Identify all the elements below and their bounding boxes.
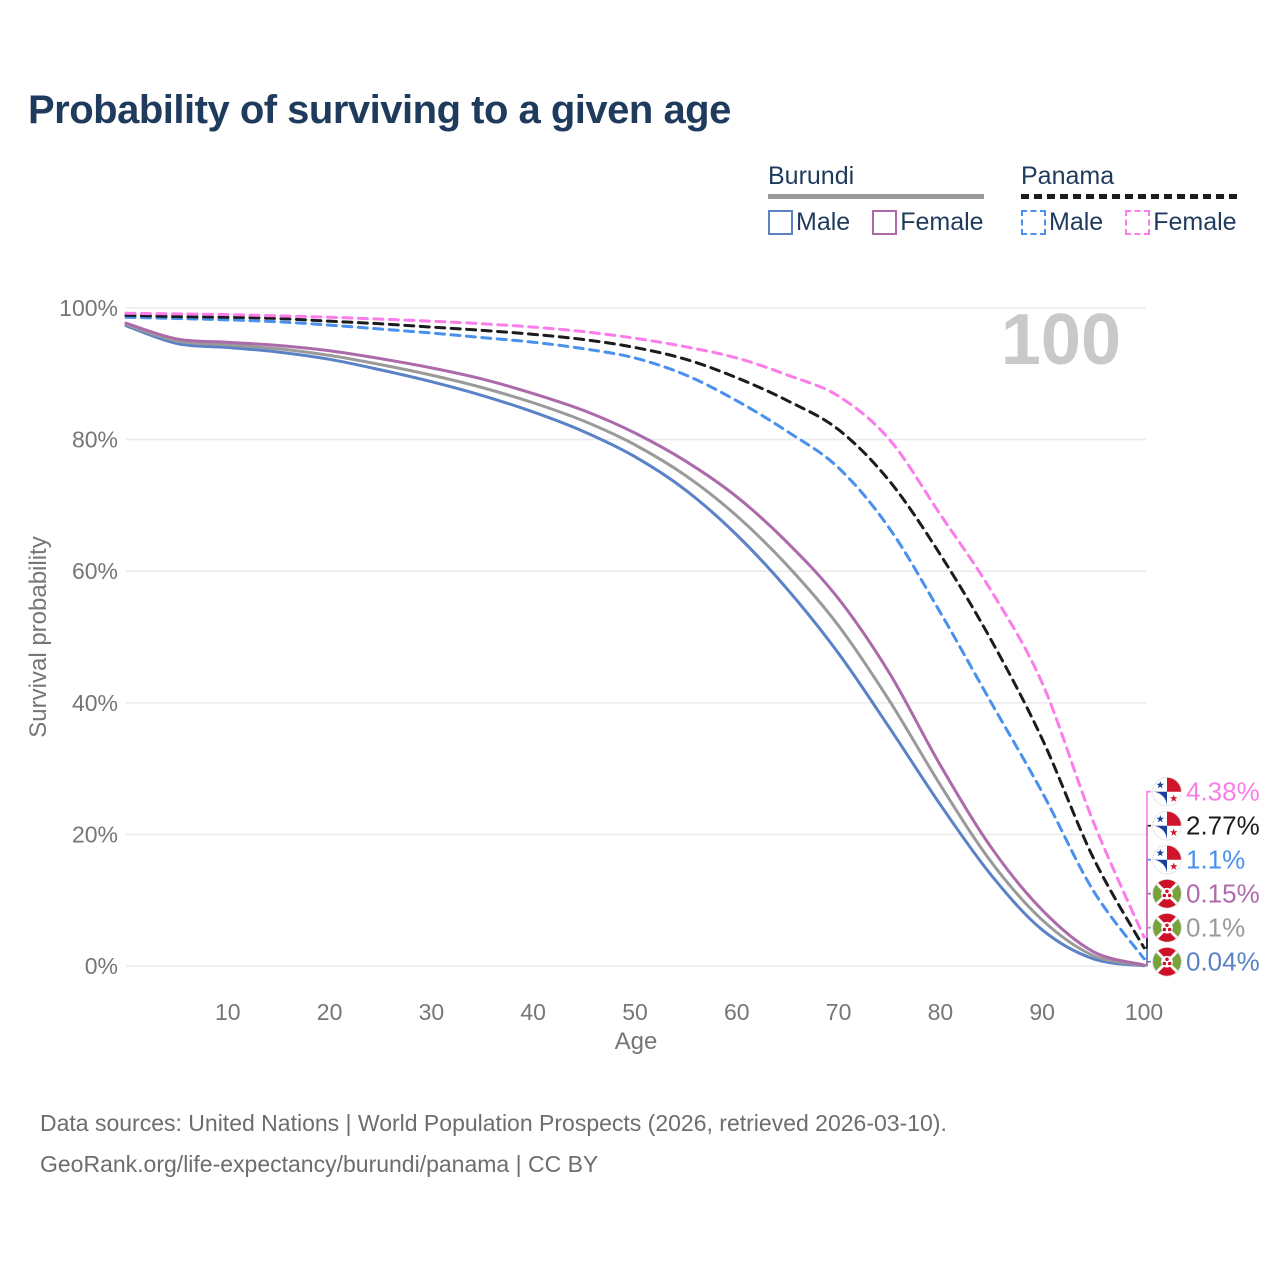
series-line-burundi-female[interactable] bbox=[124, 321, 1146, 967]
burundi-flag-icon bbox=[1152, 946, 1182, 977]
end-label-burundi-female: 0.15% bbox=[1152, 878, 1260, 909]
end-label-value: 0.15% bbox=[1186, 879, 1260, 909]
end-label-value: 2.77% bbox=[1186, 811, 1260, 841]
series-line-panama-female[interactable] bbox=[124, 311, 1146, 939]
watermark-age-value: 100 bbox=[1001, 300, 1121, 380]
footer: Data sources: United Nations | World Pop… bbox=[40, 1103, 947, 1185]
end-label-value: 4.38% bbox=[1186, 777, 1260, 807]
end-label-panama-both: 2.77% bbox=[1152, 810, 1260, 841]
y-tick-label: 60% bbox=[72, 558, 118, 584]
y-tick-label: 40% bbox=[72, 690, 118, 716]
legend-item-label: Female bbox=[900, 207, 984, 236]
panama-flag-icon bbox=[1152, 776, 1182, 807]
x-tick-label: 20 bbox=[317, 999, 343, 1025]
end-label-value: 0.1% bbox=[1186, 913, 1245, 943]
y-axis-title: Survival probability bbox=[25, 536, 52, 737]
legend-group-panama-label[interactable]: Panama bbox=[1021, 162, 1115, 190]
legend-item-burundi-female[interactable]: Female bbox=[872, 207, 984, 237]
x-tick-label: 100 bbox=[1125, 999, 1163, 1025]
x-tick-label: 10 bbox=[215, 999, 241, 1025]
axis-labels: 0% 20% 40% 60% 80% 100% 10 20 30 40 50 60 70 80 90 100 A… bbox=[25, 295, 1163, 1055]
attribution-line: GeoRank.org/life-expectancy/burundi/pana… bbox=[40, 1151, 599, 1177]
series-line-burundi-male[interactable] bbox=[124, 324, 1146, 968]
series-line-panama-both[interactable] bbox=[124, 313, 1146, 950]
legend-group-burundi: Burundi Male Female bbox=[768, 162, 984, 237]
series-line-panama-male[interactable] bbox=[124, 315, 1146, 961]
hovered-age-watermark: 100 bbox=[1001, 300, 1121, 380]
legend-item-panama-female[interactable]: Female bbox=[1125, 207, 1237, 237]
x-tick-label: 50 bbox=[622, 999, 648, 1025]
legend-item-label: Female bbox=[1153, 207, 1237, 236]
panama-female-swatch-icon bbox=[1125, 209, 1151, 235]
panama-flag-icon bbox=[1152, 810, 1182, 841]
data-sources-line: Data sources: United Nations | World Pop… bbox=[40, 1110, 947, 1136]
legend-group-panama: Panama Male Female bbox=[1021, 162, 1237, 237]
y-tick-label: 20% bbox=[72, 821, 118, 847]
x-axis-title: Age bbox=[615, 1028, 658, 1055]
x-tick-label: 40 bbox=[520, 999, 546, 1025]
y-tick-label: 100% bbox=[59, 295, 118, 321]
end-label-panama-female: 4.38% bbox=[1152, 776, 1260, 807]
burundi-flag-icon bbox=[1152, 912, 1182, 943]
legend-item-label: Male bbox=[796, 207, 851, 236]
burundi-female-swatch-icon bbox=[872, 209, 898, 235]
x-tick-label: 90 bbox=[1029, 999, 1055, 1025]
end-label-panama-male: 1.1% bbox=[1152, 845, 1245, 875]
legend-group-burundi-label[interactable]: Burundi bbox=[768, 162, 855, 190]
x-tick-label: 80 bbox=[928, 999, 954, 1025]
end-label-connector bbox=[1144, 790, 1151, 938]
x-tick-label: 60 bbox=[724, 999, 750, 1025]
legend-item-panama-male[interactable]: Male bbox=[1021, 208, 1103, 237]
end-label-burundi-both: 0.1% bbox=[1152, 913, 1245, 943]
y-tick-label: 80% bbox=[72, 427, 118, 453]
end-label-burundi-male: 0.04% bbox=[1152, 946, 1260, 977]
legend-item-burundi-male[interactable]: Male bbox=[768, 208, 850, 237]
y-tick-label: 0% bbox=[85, 953, 118, 979]
legend-burundi-line-swatch bbox=[768, 194, 984, 199]
panama-flag-icon bbox=[1152, 844, 1182, 875]
end-label-value: 1.1% bbox=[1186, 845, 1245, 875]
series-end-labels: 0.04% 0.1% 0.15% 1.1% 2.77% 4.38% bbox=[1144, 777, 1260, 977]
gridlines bbox=[126, 307, 1146, 967]
series-line-burundi-both[interactable] bbox=[124, 322, 1146, 967]
end-label-value: 0.04% bbox=[1186, 947, 1260, 977]
x-tick-label: 30 bbox=[419, 999, 445, 1025]
panama-male-swatch-icon bbox=[1021, 209, 1046, 235]
page-title: Probability of surviving to a given age bbox=[28, 88, 731, 132]
x-tick-label: 70 bbox=[826, 999, 852, 1025]
series-lines[interactable] bbox=[124, 311, 1146, 968]
legend-item-label: Male bbox=[1049, 207, 1104, 236]
burundi-flag-icon bbox=[1152, 878, 1182, 909]
burundi-male-swatch-icon bbox=[768, 209, 793, 235]
legend-panama-line-swatch bbox=[1021, 194, 1237, 199]
